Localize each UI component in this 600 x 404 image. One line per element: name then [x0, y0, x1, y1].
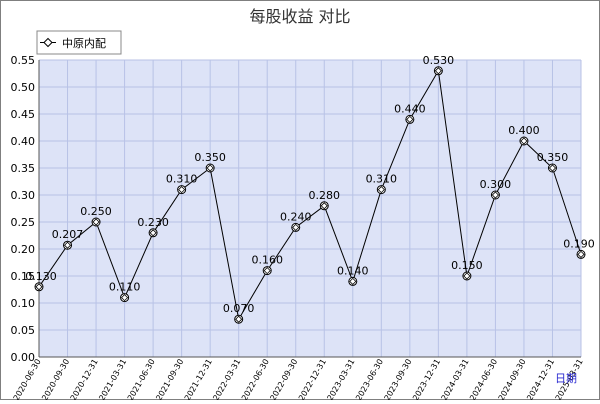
legend-label: 中原内配: [62, 36, 106, 50]
data-point: [376, 185, 386, 195]
data-point: [120, 293, 130, 303]
y-tick-label: 0.00: [11, 351, 36, 364]
data-point-diamond: [320, 202, 328, 210]
data-label: 0.530: [423, 54, 455, 67]
data-point: [177, 185, 187, 195]
data-label: 0.350: [537, 151, 569, 164]
series-line: [38, 69, 582, 321]
data-point-diamond: [92, 218, 100, 226]
y-tick-label: 0.15: [11, 270, 36, 283]
legend-box: [36, 30, 122, 55]
y-tick-label: 0.10: [11, 297, 36, 310]
data-point-diamond: [63, 241, 72, 249]
data-point: [519, 136, 529, 146]
data-point: [262, 266, 272, 276]
y-tick-label: 0.05: [11, 324, 36, 337]
data-label: 0.070: [223, 302, 255, 315]
data-point-diamond: [235, 315, 243, 323]
data-point-diamond: [434, 67, 442, 75]
data-point-diamond: [377, 186, 385, 194]
data-point: [91, 217, 101, 227]
data-point-diamond: [463, 272, 471, 280]
data-label: 0.280: [309, 189, 341, 202]
data-point: [205, 163, 215, 173]
data-point-diamond: [577, 250, 585, 258]
data-point: [433, 66, 443, 76]
data-point-diamond: [121, 294, 129, 302]
data-label: 0.140: [337, 264, 369, 277]
y-tick-label: 0.20: [11, 243, 36, 256]
data-point-diamond: [263, 267, 271, 275]
data-label: 0.150: [451, 259, 483, 272]
data-label: 0.190: [563, 237, 595, 250]
data-point: [291, 222, 301, 232]
data-point: [405, 114, 415, 124]
data-point-diamond: [491, 191, 499, 199]
data-label: 0.250: [80, 205, 112, 218]
series-group: [34, 66, 586, 324]
data-point-diamond: [35, 283, 43, 291]
data-label: 0.207: [52, 228, 84, 241]
data-point: [490, 190, 500, 200]
data-point-diamond: [349, 277, 357, 285]
data-label: 0.350: [194, 151, 226, 164]
data-point-diamond: [178, 186, 186, 194]
data-label: 0.130: [25, 270, 57, 283]
data-label: 0.310: [366, 173, 398, 186]
data-point: [148, 228, 158, 238]
data-point-diamond: [206, 164, 214, 172]
data-point-diamond: [292, 223, 300, 231]
data-point: [576, 249, 586, 259]
y-tick-label: 0.55: [11, 54, 36, 67]
data-point-diamond: [520, 137, 528, 145]
point-labels: 0.130 0.207 0.250 0.110 0.230 0.310 0.350 0.070…: [25, 54, 595, 315]
data-label: 0.230: [137, 216, 169, 229]
x-axis-label: 日期: [555, 372, 577, 385]
y-tick-label: 0.50: [11, 81, 36, 94]
data-point: [547, 163, 557, 173]
data-label: 0.110: [109, 281, 141, 294]
legend-marker-icon: [43, 37, 53, 48]
data-point: [319, 201, 329, 211]
data-point-diamond: [548, 164, 557, 172]
y-tick-label: 0.30: [11, 189, 36, 202]
data-label: 0.160: [251, 254, 283, 267]
data-point: [34, 282, 44, 292]
chart-title: 每股收益 对比: [249, 7, 350, 26]
data-label: 0.240: [280, 210, 312, 223]
data-label: 0.400: [508, 124, 540, 137]
y-tick-labels: 0.00 0.05 0.10 0.15 0.20 0.25 0.30 0.35 0.40 0.45…: [11, 54, 36, 364]
data-label: 0.440: [394, 102, 426, 115]
data-point-diamond: [406, 115, 414, 123]
legend: 中原内配: [36, 30, 122, 55]
axes: [38, 60, 581, 358]
y-tick-label: 0.40: [11, 135, 36, 148]
data-point: [234, 314, 244, 324]
y-tick-label: 0.35: [11, 162, 36, 175]
data-label: 0.300: [480, 178, 512, 191]
data-label: 0.310: [166, 173, 198, 186]
data-point: [348, 276, 358, 286]
y-tick-label: 0.25: [11, 216, 36, 229]
data-point: [63, 240, 73, 250]
y-tick-label: 0.45: [11, 108, 36, 121]
plot-area: [39, 60, 581, 357]
data-point-diamond: [149, 229, 157, 237]
data-point: [462, 271, 472, 281]
